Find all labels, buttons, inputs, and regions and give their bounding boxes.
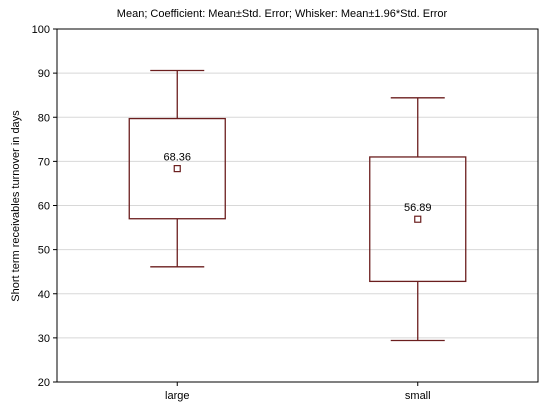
plot-frame (56, 28, 539, 383)
y-tick-label: 60 (38, 201, 50, 213)
box-small: 56.89 (369, 97, 467, 342)
error-box (128, 117, 226, 220)
y-tick-label: 50 (38, 245, 50, 257)
y-tick-label: 70 (38, 156, 50, 168)
mean-marker (173, 165, 181, 173)
mean-value-label: 68.36 (163, 152, 191, 164)
y-tick-label: 40 (38, 289, 50, 301)
y-tick-label: 90 (38, 68, 50, 80)
x-tick-label: large (165, 390, 189, 402)
gridlines (57, 29, 538, 382)
x-tick-label: small (405, 390, 431, 402)
y-tick-label: 80 (38, 112, 50, 124)
y-axis-label: Short term receivables turnover in days (10, 110, 22, 302)
axes: 20 30 40 50 60 70 80 90 100 large small (32, 24, 539, 402)
mean-marker (414, 215, 422, 223)
chart-title: Mean; Coefficient: Mean±Std. Error; Whis… (117, 8, 448, 20)
y-tick-label: 20 (38, 377, 50, 389)
error-box (369, 156, 467, 283)
y-tick-label: 30 (38, 333, 50, 345)
box-series: 68.36 56.89 (128, 69, 467, 342)
y-tick-label: 100 (32, 24, 50, 36)
mean-value-label: 56.89 (404, 202, 432, 214)
box-large: 68.36 (128, 69, 226, 268)
